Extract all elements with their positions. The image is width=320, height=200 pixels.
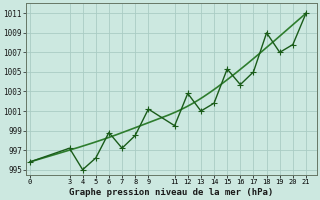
- X-axis label: Graphe pression niveau de la mer (hPa): Graphe pression niveau de la mer (hPa): [69, 188, 274, 197]
